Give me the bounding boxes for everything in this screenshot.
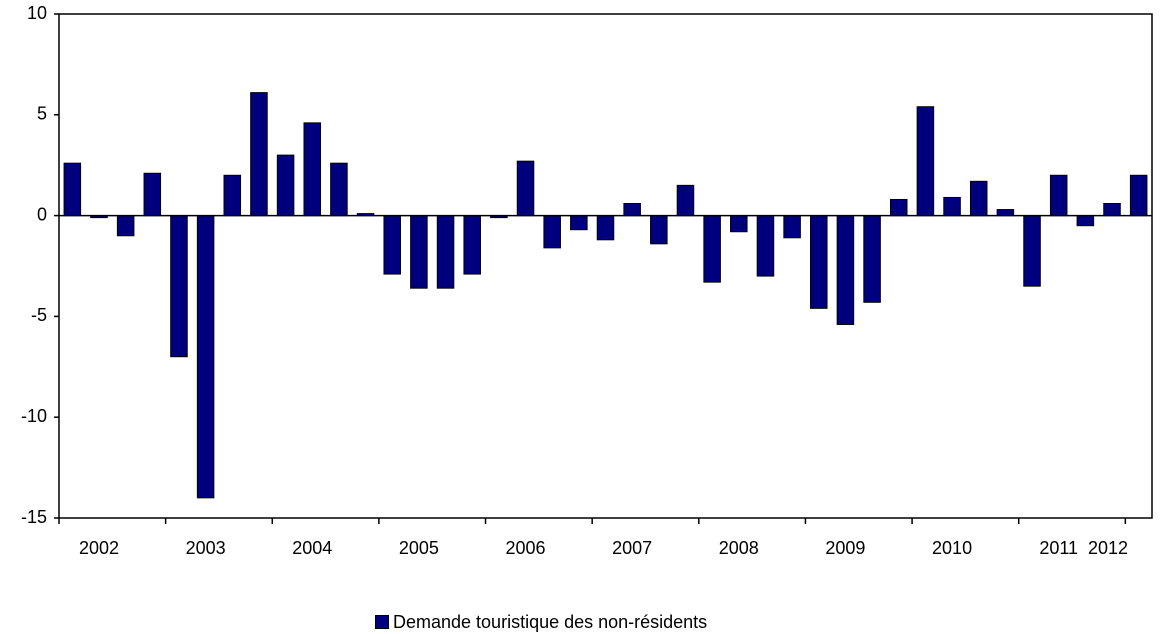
bar [170,215,188,358]
bar [543,215,561,249]
x-tick-label: 2011 [1039,538,1078,558]
bar [676,184,695,217]
bar [436,215,455,289]
x-tick-label: 2005 [399,538,439,558]
bar [196,215,215,499]
bar [463,215,481,275]
x-tick-label: 2012 [1088,538,1128,558]
bar [996,209,1015,217]
x-tick-label: 2002 [79,538,119,558]
y-tick-label: -5 [31,305,47,325]
bar [223,174,242,217]
bar-chart-svg: 10 5 0 -5 -10 -15 2002 2003 2004 2005 2006 2007 2008… [21,3,1153,558]
bar [1049,174,1068,217]
y-tick-label: 0 [37,204,47,224]
bar [810,215,828,309]
bar [116,215,135,237]
y-tick-label: 5 [37,104,47,124]
bar [1129,174,1148,217]
bar [330,162,348,217]
bar [730,215,748,233]
bar [250,92,268,217]
bar [623,203,641,217]
bar [1023,215,1041,287]
bar [889,198,908,217]
bar [1076,215,1095,227]
bar [650,215,668,245]
bar [916,106,935,217]
bar [143,172,162,217]
plot-area [58,13,1153,519]
x-tick-label: 2008 [719,538,759,558]
legend-label: Demande touristique des non-résidents [393,611,708,632]
legend-swatch [375,615,389,629]
bar [276,154,295,217]
bar [410,215,428,289]
bar [756,215,775,277]
bar [596,215,615,241]
bar [516,160,535,217]
bar [303,122,322,217]
bar [969,180,988,217]
x-tick-label: 2004 [292,538,332,558]
bar [63,162,82,217]
bar [383,215,401,275]
bar [863,215,881,303]
bar [943,196,961,217]
bar [836,215,855,325]
x-tick-label: 2007 [612,538,652,558]
bar [783,215,801,239]
y-tick-label: 10 [27,3,47,23]
x-tick-label: 2003 [186,538,226,558]
y-tick-label: -10 [21,406,47,426]
x-tick-label: 2006 [506,538,546,558]
x-tick-label: 2010 [932,538,972,558]
bar [570,215,588,231]
bar [703,215,721,283]
legend: Demande touristique des non-résidents [375,610,707,634]
y-tick-label: -15 [21,507,47,527]
x-tick-label: 2009 [825,538,865,558]
bar [1103,203,1121,217]
